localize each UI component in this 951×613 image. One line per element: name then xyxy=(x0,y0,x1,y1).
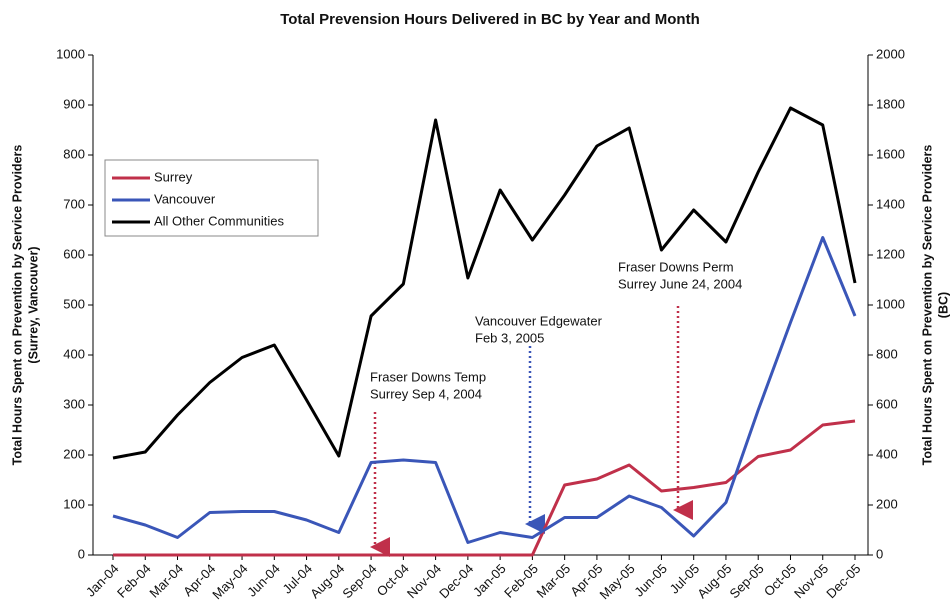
x-tick-label: Nov-05 xyxy=(791,561,831,601)
x-tick-label: Mar-05 xyxy=(533,561,573,601)
x-tick-label: Jun-05 xyxy=(631,561,670,600)
x-tick-label: Jan-05 xyxy=(470,561,509,600)
annotation-text: Fraser Downs Perm xyxy=(618,259,734,274)
x-tick-label: Sep-04 xyxy=(339,561,379,601)
chart-title: Total Prevension Hours Delivered in BC b… xyxy=(280,11,700,28)
x-tick-label: Jun-04 xyxy=(244,561,283,600)
y-tick-label: 900 xyxy=(63,96,85,111)
y-tick-label: 400 xyxy=(63,346,85,361)
annotation-text: Fraser Downs Temp xyxy=(370,369,486,384)
y-axis-label: Total Hours Spent on Prevention by Servi… xyxy=(10,145,24,466)
y-tick-label: 1000 xyxy=(56,46,85,61)
annotation-text: Vancouver Edgewater xyxy=(475,313,603,328)
y2-tick-label: 1800 xyxy=(876,96,905,111)
x-tick-label: Jan-04 xyxy=(83,561,122,600)
y2-tick-label: 400 xyxy=(876,446,898,461)
x-tick-label: Feb-05 xyxy=(501,561,541,601)
annotation-text: Feb 3, 2005 xyxy=(475,330,544,345)
series-line xyxy=(112,106,857,460)
x-tick-label: May-04 xyxy=(209,561,250,602)
x-tick-label: Mar-04 xyxy=(146,561,186,601)
y-tick-label: 300 xyxy=(63,396,85,411)
y2-tick-label: 800 xyxy=(876,346,898,361)
x-tick-label: Dec-04 xyxy=(436,561,476,601)
y-tick-label: 700 xyxy=(63,196,85,211)
x-tick-label: Sep-05 xyxy=(727,561,767,601)
legend-label: Vancouver xyxy=(154,191,216,206)
x-tick-label: Nov-04 xyxy=(404,561,444,601)
x-tick-label: Aug-05 xyxy=(694,561,734,601)
annotation-text: Surrey Sep 4, 2004 xyxy=(370,386,482,401)
y-tick-label: 800 xyxy=(63,146,85,161)
annotation-text: Surrey June 24, 2004 xyxy=(618,276,742,291)
x-tick-label: Feb-04 xyxy=(114,561,154,601)
x-tick-label: Dec-05 xyxy=(823,561,863,601)
series-line xyxy=(112,236,857,544)
y2-tick-label: 1400 xyxy=(876,196,905,211)
y-tick-label: 600 xyxy=(63,246,85,261)
y2-axis-label: (BC) xyxy=(936,292,950,318)
legend-label: All Other Communities xyxy=(154,213,285,228)
y2-tick-label: 600 xyxy=(876,396,898,411)
x-tick-label: May-05 xyxy=(596,561,637,602)
y2-tick-label: 0 xyxy=(876,546,883,561)
y2-tick-label: 2000 xyxy=(876,46,905,61)
y-axis-label: (Surrey, Vancouver) xyxy=(26,246,40,363)
y2-tick-label: 1000 xyxy=(876,296,905,311)
y2-tick-label: 200 xyxy=(876,496,898,511)
y-tick-label: 0 xyxy=(78,546,85,561)
y2-axis-label: Total Hours Spent on Prevention by Servi… xyxy=(920,145,934,466)
y2-tick-label: 1200 xyxy=(876,246,905,261)
y-tick-label: 500 xyxy=(63,296,85,311)
y-tick-label: 100 xyxy=(63,496,85,511)
legend-label: Surrey xyxy=(154,169,193,184)
y-tick-label: 200 xyxy=(63,446,85,461)
y2-tick-label: 1600 xyxy=(876,146,905,161)
series-line xyxy=(113,419,856,557)
x-tick-label: Aug-04 xyxy=(307,561,347,601)
